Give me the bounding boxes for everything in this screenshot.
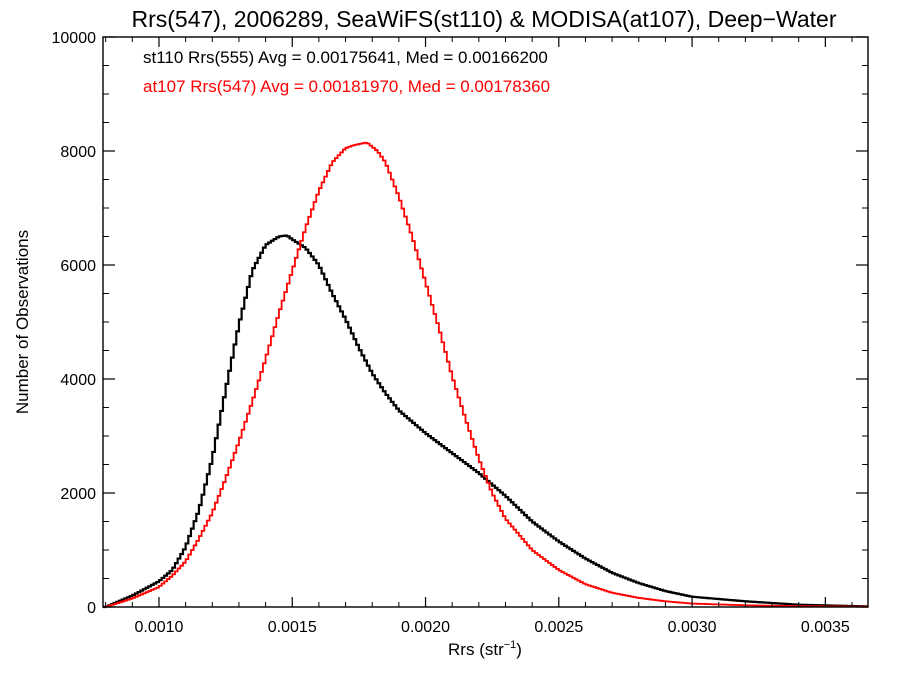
series-line-1: [103, 234, 868, 609]
x-axis-label-superscript: −1: [504, 639, 517, 651]
x-axis-label-main: Rrs (str: [448, 640, 504, 659]
y-axis-label: Number of Observations: [13, 230, 32, 414]
x-tick-label: 0.0010: [135, 619, 184, 636]
axis-ticks: 0.0010 0.0015 0.0020 0.0025 0.0030 0.0035 0 200…: [52, 30, 868, 636]
y-tick-label: 0: [87, 600, 96, 617]
x-axis-label-close: ): [516, 640, 522, 659]
x-axis-label: Rrs (str−1): [448, 639, 522, 659]
annotation-st110: st110 Rrs(555) Avg = 0.00175641, Med = 0…: [143, 48, 548, 67]
chart-title: Rrs(547), 2006289, SeaWiFS(st110) & MODI…: [132, 6, 837, 32]
y-tick-label: 4000: [60, 372, 96, 389]
plot-area: [103, 141, 868, 609]
series-line-2: [103, 141, 868, 608]
annotation-at107: at107 Rrs(547) Avg = 0.00181970, Med = 0…: [143, 77, 550, 96]
x-tick-label: 0.0020: [401, 619, 450, 636]
x-tick-label: 0.0025: [534, 619, 583, 636]
x-tick-label: 0.0035: [801, 619, 850, 636]
x-tick-label: 0.0015: [268, 619, 317, 636]
y-tick-label: 8000: [60, 144, 96, 161]
plot-frame: [102, 36, 869, 608]
y-tick-label: 6000: [60, 258, 96, 275]
y-tick-label: 2000: [60, 486, 96, 503]
x-tick-label: 0.0030: [668, 619, 717, 636]
y-tick-label: 10000: [52, 30, 97, 47]
